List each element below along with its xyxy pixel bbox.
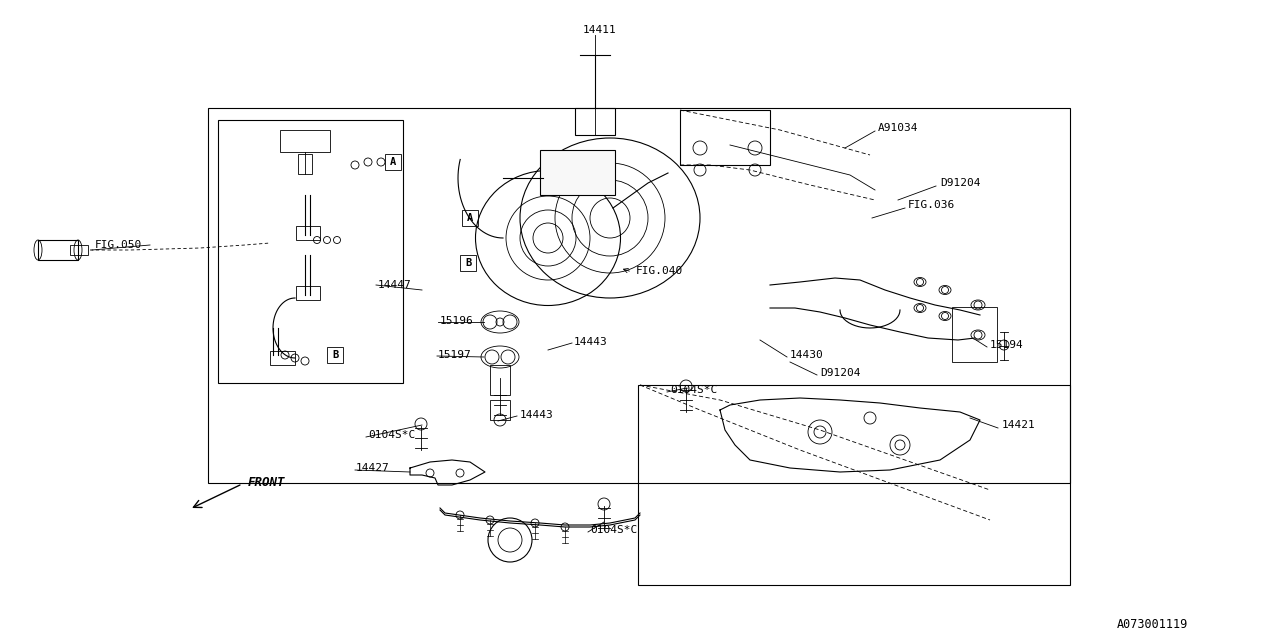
Text: 14443: 14443 <box>520 410 554 420</box>
Text: A073001119: A073001119 <box>1116 618 1188 632</box>
Bar <box>218 120 403 383</box>
Text: A: A <box>467 213 474 223</box>
Text: 14411: 14411 <box>584 25 617 35</box>
Text: A: A <box>390 157 396 167</box>
Bar <box>296 286 320 300</box>
Bar <box>298 154 312 174</box>
Text: B: B <box>465 258 471 268</box>
Text: D91204: D91204 <box>940 178 980 188</box>
Bar <box>680 110 771 165</box>
Text: 14443: 14443 <box>573 337 608 347</box>
Text: A91034: A91034 <box>878 123 919 133</box>
Text: FRONT: FRONT <box>248 477 285 490</box>
Text: FIG.040: FIG.040 <box>636 266 684 276</box>
Text: D91204: D91204 <box>820 368 860 378</box>
Bar <box>637 385 1070 585</box>
Text: 14427: 14427 <box>356 463 389 473</box>
Text: FIG.036: FIG.036 <box>908 200 955 210</box>
Bar <box>270 351 294 365</box>
Text: B: B <box>332 350 338 360</box>
Text: 14421: 14421 <box>1002 420 1036 430</box>
Bar <box>540 150 614 195</box>
Text: 15194: 15194 <box>989 340 1024 350</box>
Text: 0104S*C: 0104S*C <box>669 385 717 395</box>
Bar <box>280 130 330 152</box>
Bar <box>952 307 997 362</box>
Bar <box>490 365 509 395</box>
Text: 0104S*C: 0104S*C <box>369 430 415 440</box>
Bar <box>575 108 614 135</box>
Bar <box>490 400 509 420</box>
Bar <box>385 154 401 170</box>
Bar <box>209 108 1070 483</box>
Text: 14447: 14447 <box>378 280 412 290</box>
Bar <box>460 255 476 271</box>
Text: 14430: 14430 <box>790 350 824 360</box>
Text: 15197: 15197 <box>438 350 472 360</box>
Text: FIG.050: FIG.050 <box>95 240 142 250</box>
Bar <box>326 347 343 363</box>
Bar <box>38 240 78 260</box>
Text: 15196: 15196 <box>440 316 474 326</box>
Text: 0104S*C: 0104S*C <box>590 525 637 535</box>
Bar <box>70 245 88 255</box>
Bar <box>462 210 477 226</box>
Bar <box>296 226 320 240</box>
